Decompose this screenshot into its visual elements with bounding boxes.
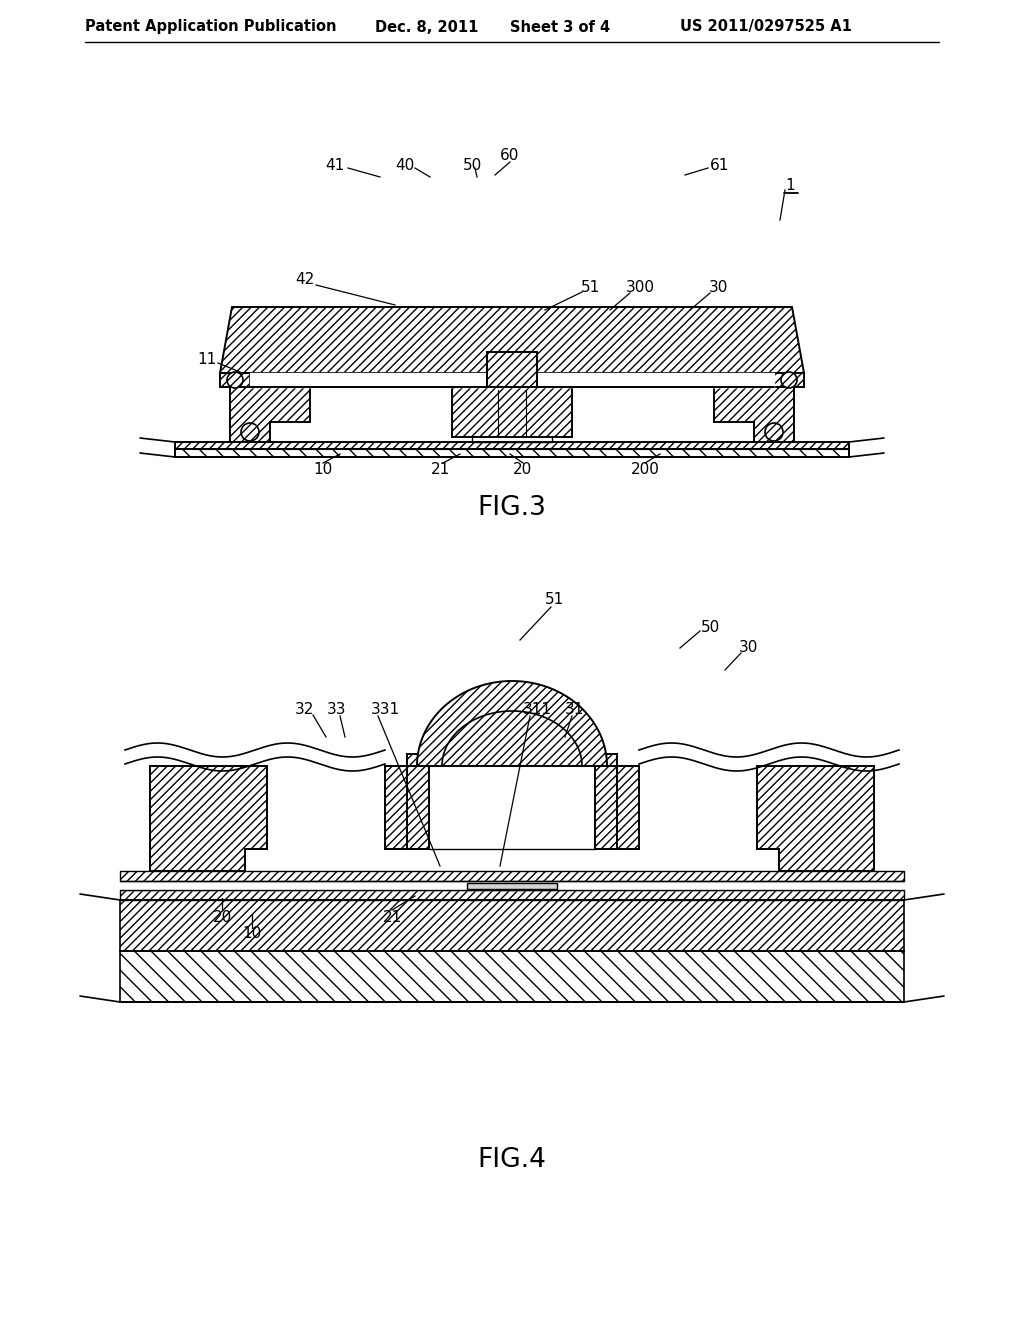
Polygon shape <box>150 766 267 871</box>
Bar <box>385 766 407 849</box>
Text: 51: 51 <box>581 280 600 294</box>
Bar <box>467 883 557 888</box>
Text: 41: 41 <box>326 157 345 173</box>
Text: 1: 1 <box>785 177 795 193</box>
Text: 40: 40 <box>395 157 415 173</box>
Text: 60: 60 <box>501 148 520 162</box>
Polygon shape <box>120 890 904 900</box>
Text: 300: 300 <box>626 280 654 294</box>
Text: 20: 20 <box>513 462 532 478</box>
Polygon shape <box>230 387 310 442</box>
Polygon shape <box>774 374 804 387</box>
Text: 200: 200 <box>631 462 659 478</box>
Text: 20: 20 <box>212 909 231 924</box>
Text: 32: 32 <box>295 702 314 718</box>
Circle shape <box>227 372 243 388</box>
Polygon shape <box>175 449 849 457</box>
Text: 11: 11 <box>198 352 217 367</box>
Text: Dec. 8, 2011: Dec. 8, 2011 <box>375 20 478 34</box>
Polygon shape <box>120 871 904 880</box>
Text: FIG.4: FIG.4 <box>477 1147 547 1173</box>
Polygon shape <box>220 374 250 387</box>
Text: 33: 33 <box>328 702 347 718</box>
Text: US 2011/0297525 A1: US 2011/0297525 A1 <box>680 20 852 34</box>
Text: 10: 10 <box>243 927 261 941</box>
Circle shape <box>781 372 797 388</box>
Polygon shape <box>452 331 572 437</box>
Polygon shape <box>757 766 874 871</box>
Text: 31: 31 <box>565 702 585 718</box>
Bar <box>595 754 617 849</box>
Polygon shape <box>120 950 904 1002</box>
Polygon shape <box>175 442 849 449</box>
Circle shape <box>241 422 259 441</box>
Text: 30: 30 <box>709 280 728 294</box>
Bar <box>407 754 429 849</box>
Text: 21: 21 <box>430 462 450 478</box>
Text: 50: 50 <box>463 157 481 173</box>
Text: Patent Application Publication: Patent Application Publication <box>85 20 337 34</box>
Text: 21: 21 <box>382 909 401 924</box>
Polygon shape <box>220 308 804 374</box>
Text: 61: 61 <box>711 157 730 173</box>
Text: 30: 30 <box>738 640 758 656</box>
Circle shape <box>765 422 783 441</box>
Text: 50: 50 <box>700 619 720 635</box>
Text: 311: 311 <box>522 702 552 718</box>
Text: FIG.3: FIG.3 <box>477 495 547 521</box>
Text: Sheet 3 of 4: Sheet 3 of 4 <box>510 20 610 34</box>
Bar <box>487 352 537 387</box>
Polygon shape <box>417 681 607 766</box>
Text: 42: 42 <box>295 272 314 288</box>
Text: 10: 10 <box>313 462 333 478</box>
Text: 331: 331 <box>371 702 399 718</box>
Polygon shape <box>120 900 904 950</box>
Polygon shape <box>714 387 794 442</box>
Text: 51: 51 <box>546 593 564 607</box>
Bar <box>617 766 639 849</box>
Bar <box>472 436 552 442</box>
